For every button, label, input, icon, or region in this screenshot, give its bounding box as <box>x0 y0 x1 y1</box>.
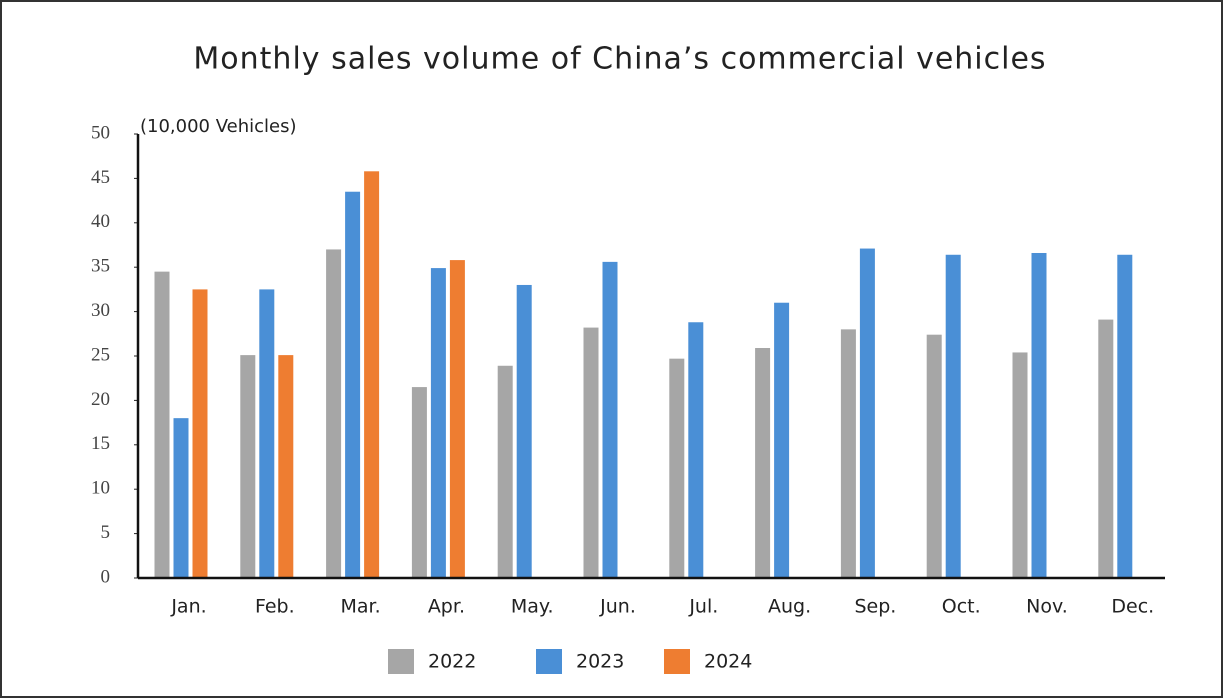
bar <box>583 327 599 578</box>
x-tick-label: Jun. <box>599 596 636 618</box>
chart-title: Monthly sales volume of China’s commerci… <box>193 42 1046 77</box>
y-tick-label: 45 <box>91 167 110 188</box>
bar <box>774 302 790 578</box>
bar <box>326 249 342 578</box>
bar <box>602 261 618 578</box>
x-tick-label: Apr. <box>428 596 465 618</box>
x-tick-label: Sep. <box>854 596 896 618</box>
x-tick-label: Nov. <box>1026 596 1068 618</box>
y-tick-label: 25 <box>91 344 110 365</box>
legend-swatch <box>388 649 414 674</box>
x-tick-label: Oct. <box>942 596 981 618</box>
y-tick-label: 40 <box>91 211 110 232</box>
y-tick-label: 5 <box>101 522 111 543</box>
bar <box>345 191 361 578</box>
bar <box>1031 252 1047 578</box>
bar <box>449 260 465 578</box>
bar <box>926 334 942 578</box>
x-tick-label: Mar. <box>341 596 381 618</box>
bar <box>259 289 275 578</box>
legend-label: 2023 <box>576 651 624 673</box>
x-tick-label: May. <box>511 596 554 618</box>
bar <box>154 271 170 578</box>
bar <box>411 387 427 578</box>
x-tick-label: Dec. <box>1111 596 1154 618</box>
y-tick-label: 50 <box>91 122 110 143</box>
bar <box>430 268 446 578</box>
y-tick-label: 20 <box>91 389 110 410</box>
y-tick-label: 15 <box>91 433 110 454</box>
bar <box>1012 352 1028 578</box>
bar <box>192 289 208 578</box>
bar <box>278 355 294 578</box>
legend-swatch <box>664 649 690 674</box>
bar <box>1098 319 1114 578</box>
legend-label: 2022 <box>428 651 476 673</box>
legend-swatch <box>536 649 562 674</box>
bar <box>516 284 532 578</box>
bar <box>1117 254 1133 578</box>
bar <box>755 348 771 578</box>
y-axis-label: (10,000 Vehicles) <box>140 116 297 137</box>
bar <box>497 365 513 578</box>
bar <box>859 248 875 578</box>
bar <box>945 254 961 578</box>
y-tick-label: 0 <box>101 566 111 587</box>
y-tick-label: 10 <box>91 478 110 499</box>
bar <box>173 418 189 578</box>
x-tick-label: Feb. <box>255 596 295 618</box>
bar <box>840 329 856 578</box>
bar <box>364 171 380 578</box>
legend-label: 2024 <box>704 651 752 673</box>
x-tick-label: Jul. <box>688 596 718 618</box>
y-tick-label: 35 <box>91 256 110 277</box>
x-tick-label: Jan. <box>170 596 206 618</box>
bar <box>688 322 704 578</box>
bar <box>240 355 256 578</box>
x-tick-label: Aug. <box>768 596 811 618</box>
y-tick-label: 30 <box>91 300 110 321</box>
bar <box>669 358 685 578</box>
